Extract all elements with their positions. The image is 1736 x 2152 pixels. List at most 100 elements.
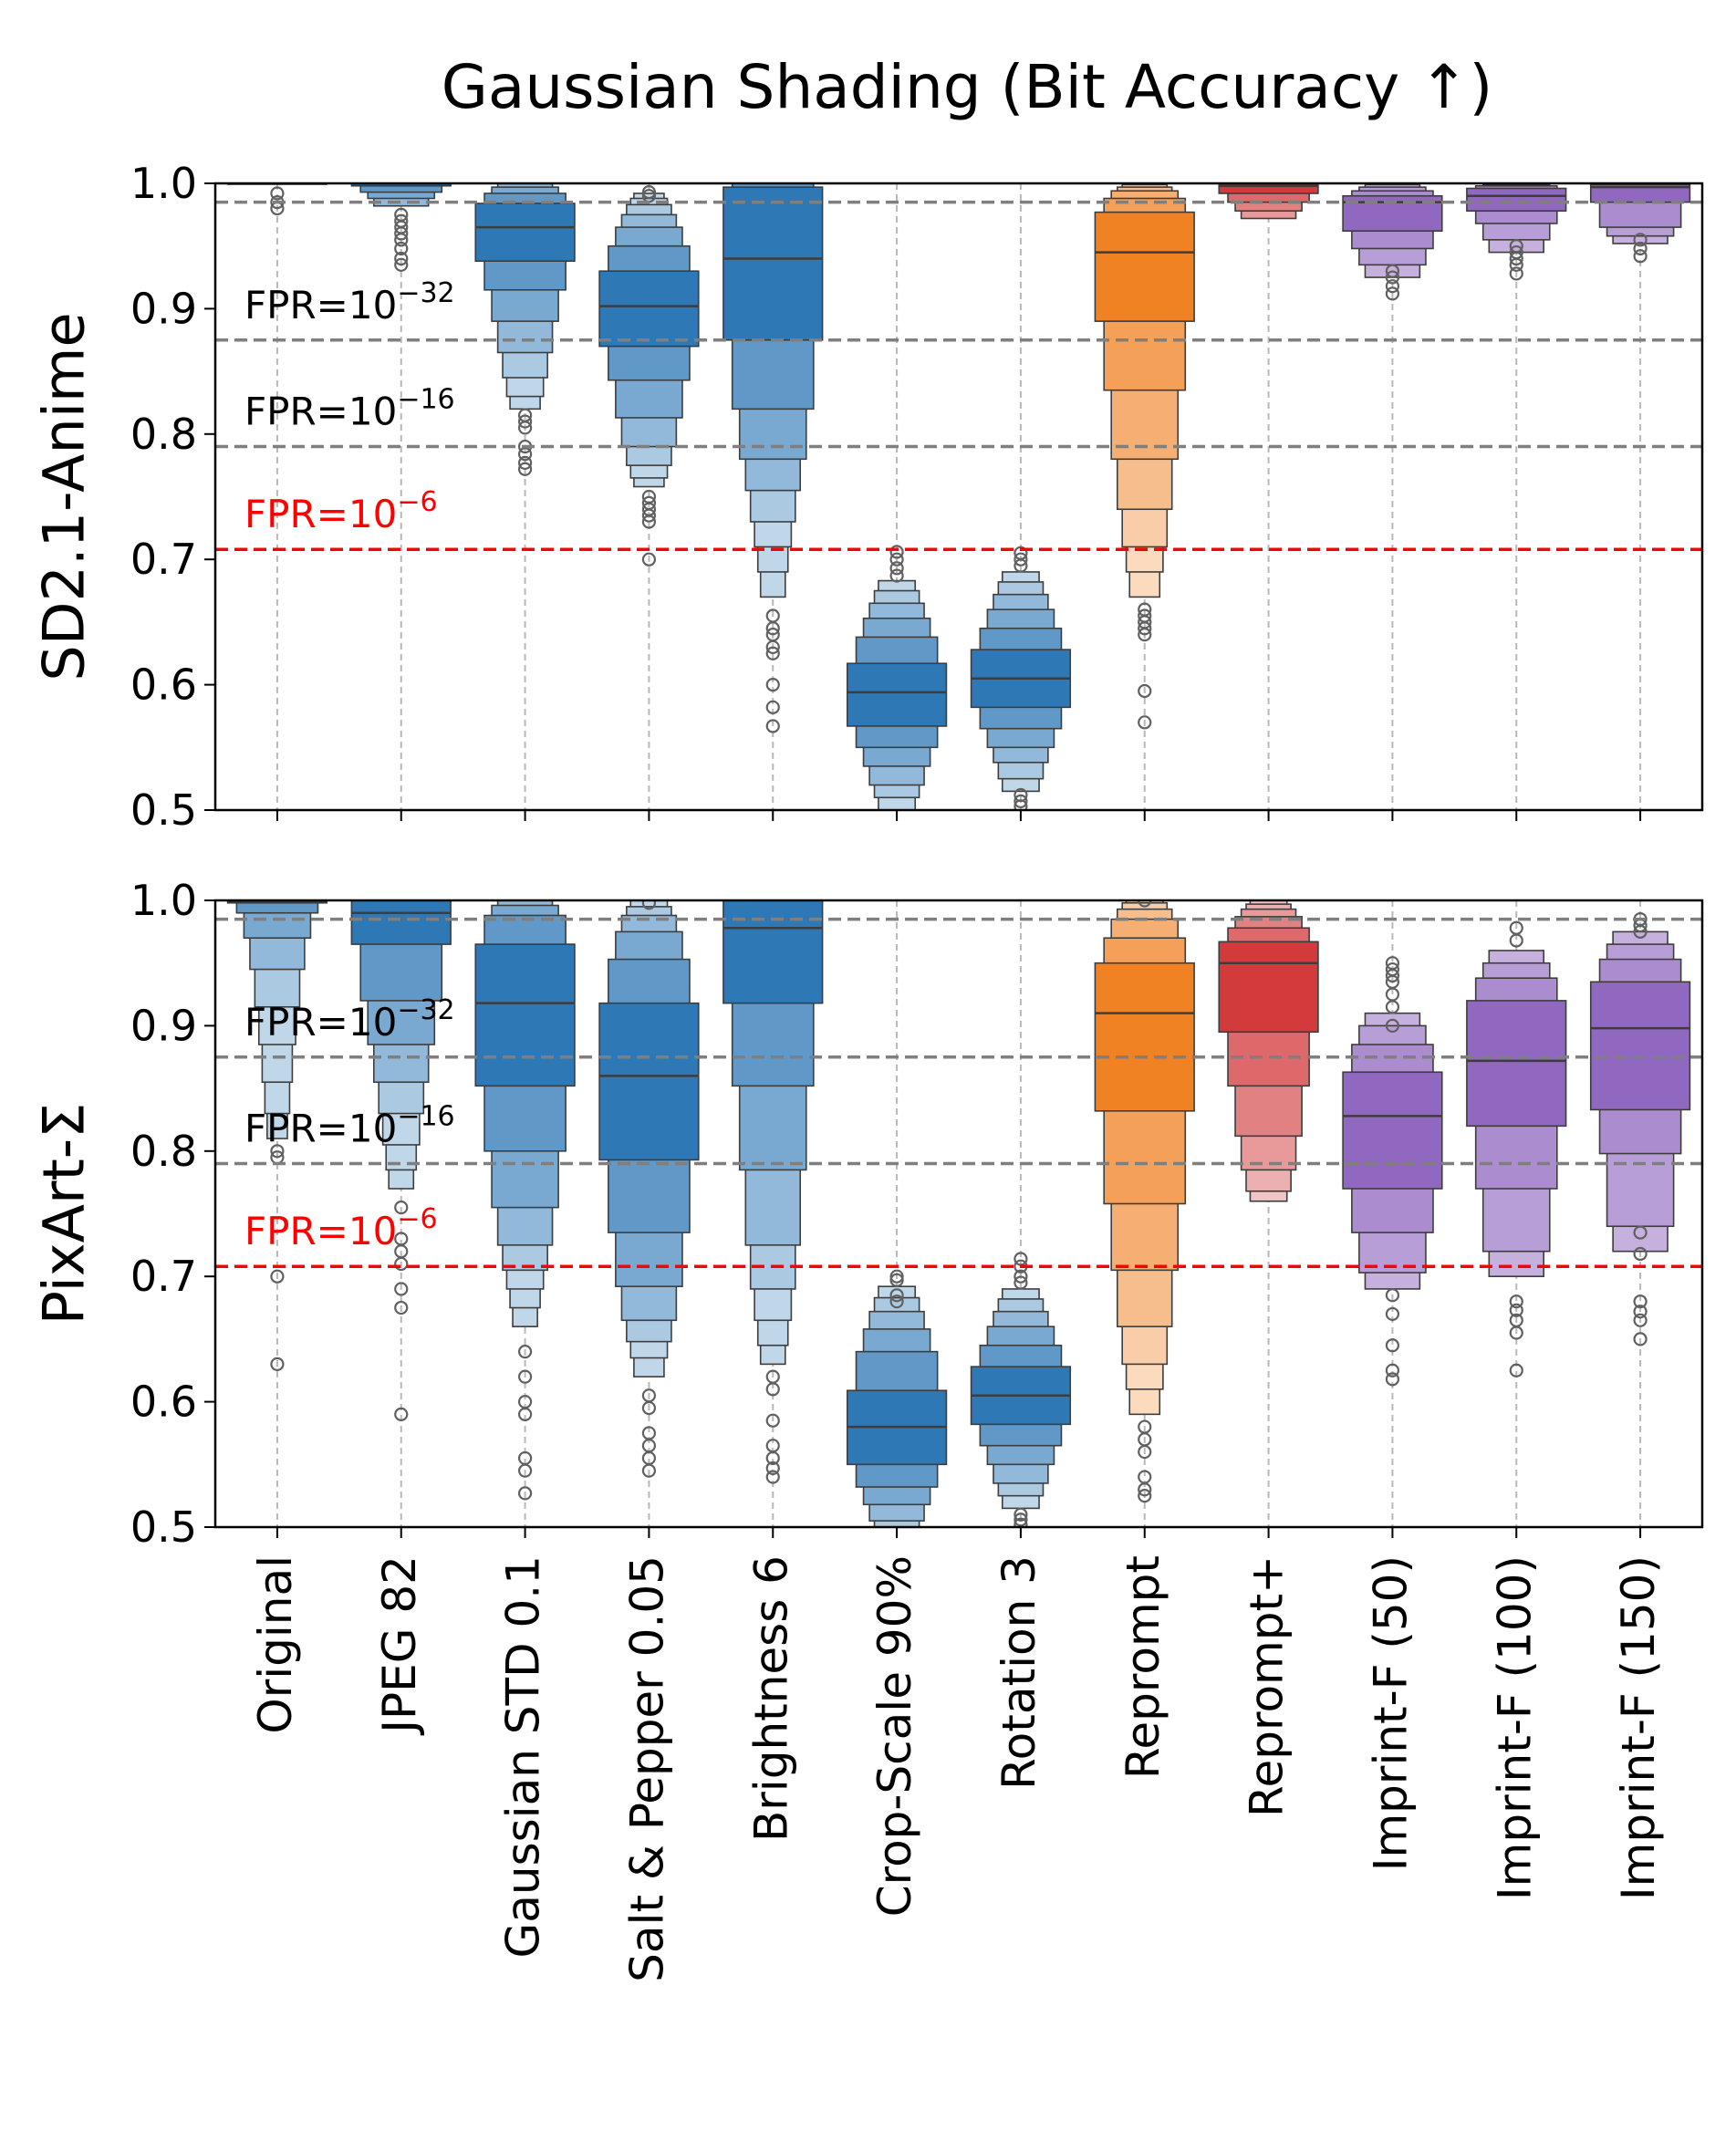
boxen-imprint-f-50-: [1342, 183, 1443, 301]
outlier-point: [1509, 933, 1523, 948]
outlier-point: [889, 1273, 904, 1287]
y-axis-label: PixArt-Σ: [31, 1103, 98, 1326]
outlier-point: [1385, 286, 1400, 301]
outlier-point: [1633, 241, 1648, 256]
threshold-label: FPR=10−16: [244, 1101, 455, 1151]
x-tick-label: Original: [249, 1555, 302, 1734]
boxen-crop-scale-90-: [846, 545, 948, 810]
boxen-reprompt-: [1218, 183, 1319, 220]
outlier-point: [765, 1470, 780, 1484]
boxen-level: [1218, 183, 1319, 194]
boxen-level: [846, 662, 948, 727]
outlier-point: [889, 552, 904, 567]
outlier-point: [517, 455, 533, 471]
outlier-point: [517, 1369, 533, 1384]
y-tick-label: 0.6: [130, 1377, 197, 1427]
x-tick-label: Reprompt+: [1241, 1555, 1294, 1817]
outlier-point: [641, 1400, 657, 1416]
outlier-point: [270, 1269, 285, 1284]
y-tick-label: 1.0: [130, 159, 197, 208]
outlier-point: [765, 639, 780, 654]
boxen-brightness-6: [722, 900, 824, 1484]
outlier-point: [1509, 1294, 1523, 1309]
outlier-point: [1385, 264, 1400, 278]
chart-title: Gaussian Shading (Bit Accuracy ↑): [442, 52, 1492, 122]
outlier-point: [1138, 628, 1152, 642]
outlier-point: [765, 1461, 780, 1476]
outlier-point: [1014, 546, 1028, 560]
outlier-point: [1509, 257, 1523, 272]
outlier-point: [1014, 1507, 1028, 1522]
boxen-level: [1342, 1071, 1443, 1190]
outlier-point: [1633, 233, 1648, 247]
outlier-point: [1633, 1313, 1648, 1327]
x-tick-label: Brightness 6: [744, 1555, 797, 1842]
threshold-label: FPR=10−16: [244, 384, 455, 434]
x-tick-label: Rotation 3: [993, 1555, 1045, 1790]
boxen-imprint-f-100-: [1466, 920, 1567, 1377]
boxen-brightness-6: [722, 183, 824, 733]
y-tick-label: 0.8: [130, 1127, 197, 1176]
outlier-point: [1509, 1363, 1523, 1377]
outlier-point: [394, 1300, 409, 1315]
outlier-point: [1014, 1275, 1028, 1290]
outlier-point: [1014, 1269, 1028, 1284]
outlier-point: [1509, 266, 1523, 281]
y-tick-label: 0.5: [130, 1502, 197, 1552]
boxen-imprint-f-50-: [1342, 956, 1443, 1387]
outlier-point: [394, 1201, 409, 1215]
boxen-level: [1094, 962, 1195, 1112]
boxen-imprint-f-150-: [1589, 183, 1691, 264]
x-tick-label: JPEG 82: [373, 1555, 426, 1736]
outlier-point: [641, 515, 657, 529]
outlier-point: [641, 900, 657, 910]
outlier-point: [889, 1269, 904, 1284]
outlier-point: [1633, 924, 1648, 939]
outlier-point: [1385, 968, 1400, 983]
outlier-point: [889, 545, 904, 559]
y-tick-label: 0.7: [130, 535, 197, 584]
y-tick-label: 0.9: [130, 1001, 197, 1050]
outlier-point: [1385, 1306, 1400, 1322]
outlier-point: [1138, 1444, 1152, 1460]
outlier-point: [889, 1294, 904, 1309]
boxen-level: [1466, 1000, 1567, 1128]
outlier-point: [1138, 900, 1152, 908]
outlier-point: [517, 462, 533, 476]
outlier-point: [889, 1288, 904, 1303]
outlier-point: [1633, 1246, 1648, 1262]
outlier-point: [517, 1463, 533, 1478]
outlier-point: [1385, 270, 1400, 285]
panel-2: 0.5 0.6 0.7 0.8 0.9 1.0 PixArt-Σ FPR=10−32 FPR=1…: [31, 876, 1704, 1552]
boxen-reprompt: [1094, 183, 1195, 730]
boxen-level: [350, 900, 452, 945]
x-tick-label: Crop-Scale 90%: [868, 1555, 921, 1917]
boxen-jpeg-82: [350, 183, 452, 272]
boxen-salt-pepper-0-05: [598, 900, 700, 1478]
outlier-point: [1509, 1303, 1523, 1317]
x-tick-label: Reprompt: [1117, 1555, 1169, 1779]
outlier-point: [1509, 1326, 1523, 1340]
plot-frame: [213, 182, 1704, 812]
threshold-label: FPR=10−6: [244, 1203, 438, 1253]
y-tick-label: 0.8: [130, 410, 197, 459]
threshold-label: FPR=10−6: [244, 486, 438, 536]
y-tick-label: 0.9: [130, 284, 197, 333]
threshold-label: FPR=10−32: [244, 277, 455, 327]
x-tick-label: Imprint-F (100): [1488, 1555, 1541, 1900]
outlier-point: [517, 1407, 533, 1421]
boxen-rotation-3: [970, 1252, 1072, 1527]
outlier-point: [765, 621, 780, 636]
outlier-point: [1633, 249, 1648, 264]
outlier-point: [1385, 1363, 1400, 1377]
plot-frame: [213, 899, 1704, 1529]
outlier-point: [1385, 279, 1400, 294]
outlier-point: [765, 1413, 780, 1428]
outlier-point: [765, 677, 780, 692]
outlier-point: [1633, 1225, 1648, 1240]
outlier-point: [270, 1357, 285, 1371]
outlier-point: [1385, 1338, 1400, 1353]
outlier-point: [394, 1407, 409, 1421]
outlier-point: [1385, 1288, 1400, 1303]
